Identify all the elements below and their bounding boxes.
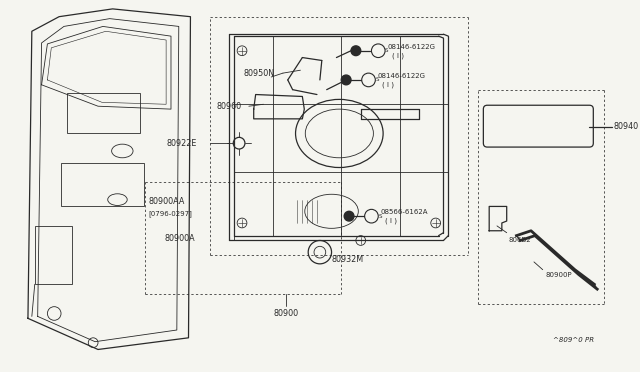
- Text: 80950N: 80950N: [244, 68, 275, 78]
- Text: 08146-6122G: 08146-6122G: [378, 73, 426, 79]
- Text: 80900: 80900: [273, 309, 298, 318]
- Circle shape: [351, 46, 361, 55]
- Text: 80900A: 80900A: [164, 234, 195, 243]
- Text: 08566-6162A: 08566-6162A: [380, 209, 428, 215]
- Circle shape: [341, 75, 351, 85]
- Text: 08146-6122G: 08146-6122G: [387, 44, 435, 50]
- Text: 80900P: 80900P: [546, 272, 572, 278]
- Text: 80900AA: 80900AA: [148, 197, 185, 206]
- Circle shape: [344, 211, 354, 221]
- Bar: [35, 226, 72, 284]
- Text: 80960: 80960: [217, 102, 242, 111]
- Text: S: S: [378, 214, 381, 219]
- Text: S: S: [385, 48, 388, 53]
- Text: 80932M: 80932M: [332, 256, 364, 264]
- Text: 80940: 80940: [614, 122, 639, 131]
- Text: [0796-0297]: [0796-0297]: [148, 210, 193, 217]
- Text: S: S: [375, 77, 379, 83]
- Text: ( I ): ( I ): [385, 218, 397, 224]
- Bar: [67, 93, 140, 134]
- Text: 80922E: 80922E: [166, 139, 196, 148]
- Bar: [61, 163, 144, 206]
- Text: ( I ): ( I ): [382, 81, 394, 88]
- Text: ( I ): ( I ): [392, 52, 404, 59]
- Text: 806B2: 806B2: [509, 237, 531, 244]
- Text: ^809^0 PR: ^809^0 PR: [553, 337, 595, 343]
